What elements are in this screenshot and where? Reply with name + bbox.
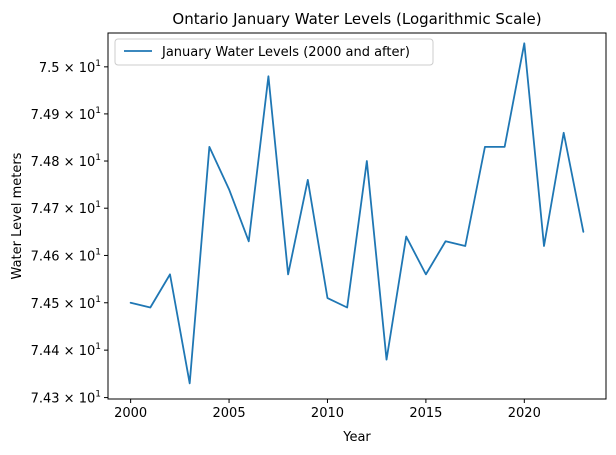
y-tick-label: 7.44 × 101	[31, 342, 101, 359]
x-axis: 2000 2005 2010 2015 2020	[114, 399, 541, 421]
x-tick-label: 2020	[508, 406, 541, 421]
x-tick-label: 2010	[311, 406, 344, 421]
chart-title: Ontario January Water Levels (Logarithmi…	[172, 10, 541, 28]
y-axis: 7.43 × 101 7.44 × 101 7.45 × 101 7.46 × 101…	[31, 59, 108, 407]
x-tick-label: 2005	[213, 406, 246, 421]
y-tick-label: 7.5 × 101	[39, 59, 101, 76]
x-axis-label: Year	[342, 430, 371, 445]
legend: January Water Levels (2000 and after)	[114, 38, 434, 66]
x-tick-label: 2015	[409, 406, 442, 421]
plot-frame	[107, 32, 607, 400]
plot-area	[129, 42, 585, 385]
series-line-0	[129, 42, 585, 385]
y-tick-label: 7.49 × 101	[31, 106, 101, 123]
y-axis-label: Water Level meters	[10, 152, 25, 279]
y-tick-label: 7.48 × 101	[31, 153, 101, 170]
legend-frame	[114, 38, 434, 66]
y-tick-label: 7.46 × 101	[31, 247, 101, 264]
x-tick-label: 2000	[114, 406, 147, 421]
y-tick-label: 7.43 × 101	[31, 390, 101, 407]
y-tick-label: 7.45 × 101	[31, 295, 101, 312]
y-tick-label: 7.47 × 101	[31, 200, 101, 217]
legend-label: January Water Levels (2000 and after)	[161, 45, 410, 60]
